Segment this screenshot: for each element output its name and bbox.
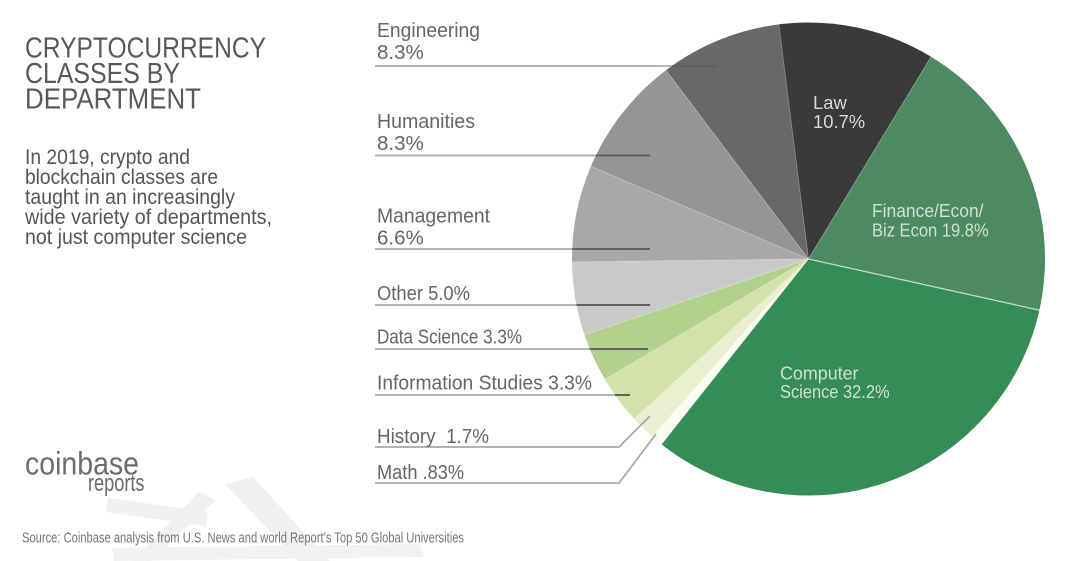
svg-text:Law: Law — [813, 92, 847, 113]
svg-text:Source: Coinbase analysis from: Source: Coinbase analysis from U.S. News… — [22, 530, 464, 547]
svg-text:DEPARTMENT: DEPARTMENT — [25, 83, 201, 115]
svg-text:blockchain classes are: blockchain classes are — [25, 166, 218, 189]
svg-text:8.3%: 8.3% — [377, 132, 424, 155]
svg-text:Information Studies 3.3%: Information Studies 3.3% — [377, 372, 592, 395]
svg-text:taught in an increasingly: taught in an increasingly — [25, 186, 236, 209]
svg-text:In 2019, crypto and: In 2019, crypto and — [25, 146, 190, 169]
svg-text:8.3%: 8.3% — [377, 41, 424, 64]
svg-text:Engineering: Engineering — [377, 19, 480, 42]
svg-text:Math .83%: Math .83% — [377, 461, 464, 484]
svg-text:not just computer science: not just computer science — [25, 226, 247, 249]
svg-text:History 1.7%: History 1.7% — [377, 425, 489, 448]
svg-text:coinbase: coinbase — [25, 446, 139, 482]
svg-text:6.6%: 6.6% — [377, 227, 424, 250]
svg-text:reports: reports — [88, 470, 145, 497]
svg-text:CLASSES BY: CLASSES BY — [25, 57, 180, 89]
svg-text:Management: Management — [377, 205, 490, 228]
svg-text:Other 5.0%: Other 5.0% — [377, 282, 470, 305]
svg-text:Science 32.2%: Science 32.2% — [780, 381, 890, 402]
svg-text:Computer: Computer — [780, 363, 859, 384]
svg-text:CRYPTOCURRENCY: CRYPTOCURRENCY — [25, 32, 266, 64]
svg-text:Finance/Econ/: Finance/Econ/ — [872, 200, 984, 221]
svg-text:wide variety of departments,: wide variety of departments, — [24, 206, 272, 229]
svg-text:10.7%: 10.7% — [813, 111, 865, 132]
svg-text:Data Science 3.3%: Data Science 3.3% — [377, 326, 522, 349]
svg-text:Biz Econ 19.8%: Biz Econ 19.8% — [872, 220, 989, 241]
svg-text:Humanities: Humanities — [377, 110, 475, 133]
